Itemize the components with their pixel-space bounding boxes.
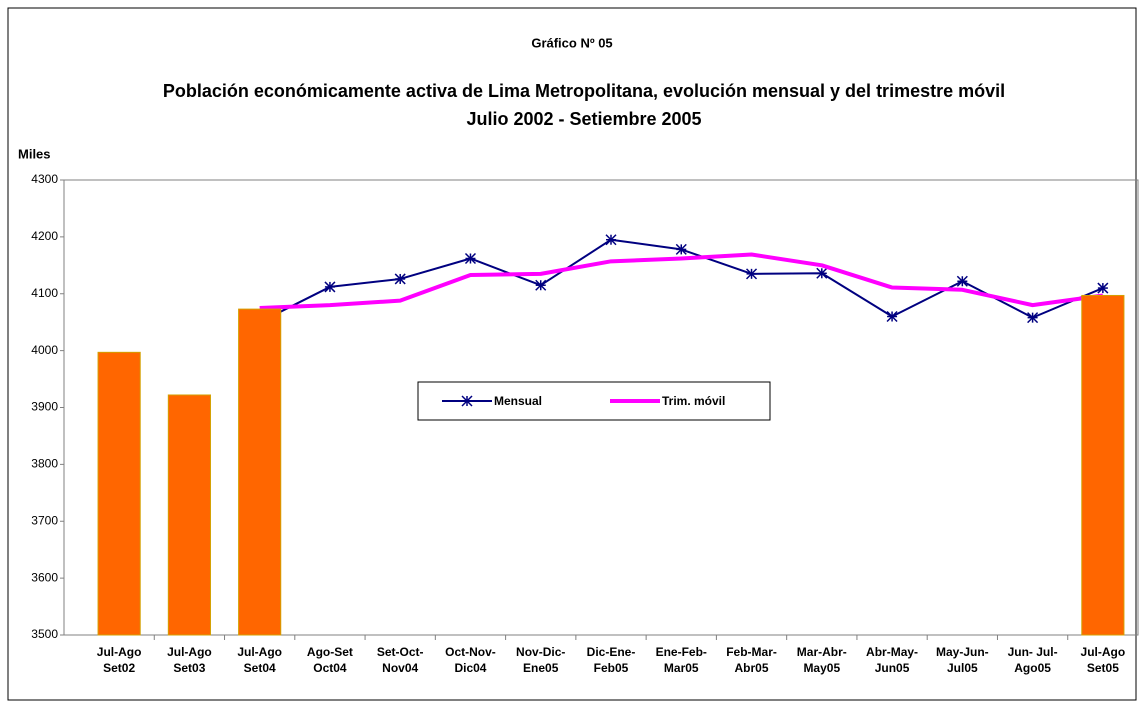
marker xyxy=(746,268,758,280)
x-tick-label: May05 xyxy=(803,661,840,675)
y-tick-label: 4000 xyxy=(31,343,58,357)
x-tick-label: Oct04 xyxy=(313,661,347,675)
marker xyxy=(1027,312,1039,324)
legend-marker xyxy=(461,395,473,407)
legend-label: Mensual xyxy=(494,394,542,408)
x-tick-label: Set05 xyxy=(1087,661,1119,675)
x-tick-label: Oct-Nov- xyxy=(445,645,496,659)
x-tick-label: Ene05 xyxy=(523,661,559,675)
chart-label: Gráfico Nº 05 xyxy=(531,35,612,50)
x-tick-label: May-Jun- xyxy=(936,645,989,659)
x-tick-label: Dic-Ene- xyxy=(587,645,636,659)
marker-stroke xyxy=(535,279,547,291)
marker xyxy=(394,273,406,285)
marker-stroke xyxy=(746,268,758,280)
x-tick-label: Ene-Feb- xyxy=(656,645,707,659)
bar xyxy=(1081,294,1125,636)
x-tick-label: Jul-Ago xyxy=(97,645,142,659)
y-tick-label: 3700 xyxy=(31,513,58,527)
marker xyxy=(605,234,617,246)
bar xyxy=(97,351,141,636)
x-tick-label: Nov04 xyxy=(382,661,418,675)
marker xyxy=(816,267,828,279)
x-tick-label: Jul05 xyxy=(947,661,978,675)
marker xyxy=(886,310,898,323)
chart-subtitle: Julio 2002 - Setiembre 2005 xyxy=(466,109,701,129)
x-tick-label: Set-Oct- xyxy=(377,645,424,659)
x-tick-label: Ago-Set xyxy=(307,645,353,659)
x-tick-label: Jul-Ago xyxy=(1081,645,1126,659)
x-tick-label: Jun05 xyxy=(875,661,910,675)
y-tick-label: 4100 xyxy=(31,286,58,300)
marker-stroke xyxy=(1027,312,1039,324)
marker-stroke xyxy=(956,275,968,287)
x-tick-label: Set04 xyxy=(244,661,276,675)
x-tick-label: Abr-May- xyxy=(866,645,918,659)
y-tick-label: 3900 xyxy=(31,400,58,414)
y-tick-label: 4200 xyxy=(31,229,58,243)
y-tick-label: 3800 xyxy=(31,457,58,471)
marker-stroke xyxy=(605,234,617,246)
marker xyxy=(675,243,687,255)
y-tick-label: 3600 xyxy=(31,570,58,584)
marker-stroke xyxy=(464,252,476,265)
legend-label: Trim. móvil xyxy=(662,394,725,408)
x-tick-label: Mar05 xyxy=(664,661,699,675)
bar xyxy=(167,394,211,636)
y-axis-label: Miles xyxy=(18,146,51,161)
x-tick-label: Jul-Ago xyxy=(167,645,212,659)
marker xyxy=(464,252,476,265)
x-tick-label: Abr05 xyxy=(735,661,769,675)
marker xyxy=(535,279,547,291)
x-tick-label: Jul-Ago xyxy=(237,645,282,659)
marker xyxy=(324,281,336,293)
bar xyxy=(238,308,282,636)
x-tick-label: Jun- Jul- xyxy=(1008,645,1058,659)
marker-stroke xyxy=(324,281,336,293)
marker-stroke xyxy=(1097,282,1109,294)
x-tick-label: Dic04 xyxy=(454,661,486,675)
y-tick-label: 4300 xyxy=(31,172,58,186)
x-tick-label: Ago05 xyxy=(1014,661,1051,675)
marker xyxy=(956,275,968,287)
chart-title: Población económicamente activa de Lima … xyxy=(163,81,1005,101)
x-tick-label: Mar-Abr- xyxy=(797,645,847,659)
x-tick-label: Set03 xyxy=(173,661,205,675)
x-tick-label: Nov-Dic- xyxy=(516,645,565,659)
line-series xyxy=(259,252,1104,310)
y-tick-label: 3500 xyxy=(31,627,58,641)
x-tick-label: Feb-Mar- xyxy=(726,645,777,659)
x-tick-label: Feb05 xyxy=(594,661,629,675)
x-tick-label: Set02 xyxy=(103,661,135,675)
marker-stroke xyxy=(461,395,473,407)
marker xyxy=(1097,282,1109,294)
marker-stroke xyxy=(394,273,406,285)
marker-stroke xyxy=(886,310,898,323)
marker-stroke xyxy=(675,243,687,255)
marker-stroke xyxy=(816,267,828,279)
